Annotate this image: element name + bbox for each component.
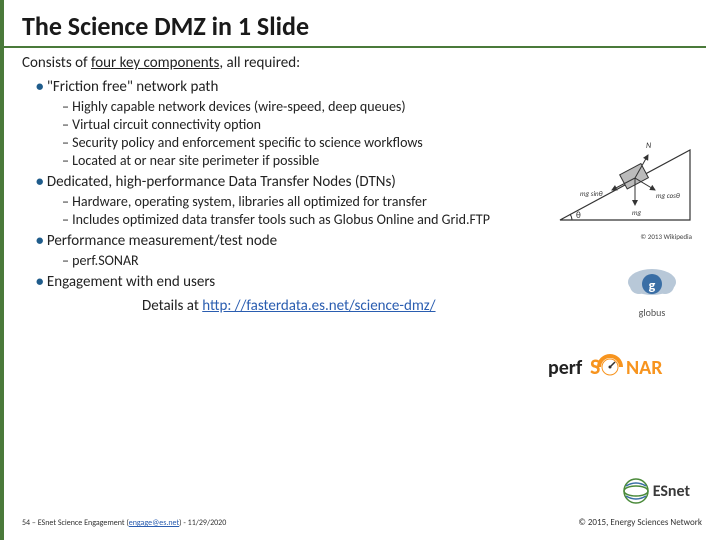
sub-bullet: Highly capable network devices (wire-spe… — [62, 98, 702, 115]
subtitle-a: Consists of — [22, 54, 91, 72]
nar-text: NAR — [626, 356, 663, 380]
subtitle-c: , all required: — [219, 54, 300, 72]
slide-title: The Science DMZ in 1 Slide — [4, 0, 706, 48]
page-number: 54 — [22, 518, 30, 528]
subtitle: Consists of four key components, all req… — [22, 54, 702, 72]
esnet-logo: ESnet — [623, 478, 690, 504]
footer-email[interactable]: engage@es.net — [129, 518, 179, 528]
subtitle-b: four key components — [91, 54, 219, 72]
svg-text:g: g — [649, 277, 656, 294]
perfsonar-logo: perf S NAR — [548, 350, 698, 384]
details-line: Details at http: //fasterdata.es.net/sci… — [142, 297, 702, 315]
details-prefix: Details at — [142, 297, 202, 315]
perf-text: perf — [548, 356, 583, 380]
footer-sep: – ESnet Science Engagement ( — [30, 518, 129, 528]
bullet-friction-free: "Friction free" network path — [36, 78, 702, 96]
footer-left: 54 – ESnet Science Engagement (engage@es… — [22, 518, 226, 528]
footer-copyright: © 2015, Energy Sciences Network — [578, 517, 702, 528]
globus-logo: g globus — [622, 264, 682, 319]
footer-date: 11/29/2020 — [188, 518, 227, 528]
diagram-credit: © 2013 Wikipedia — [640, 232, 692, 241]
bullet-perf-node: Performance measurement/test node — [36, 232, 702, 250]
inclined-plane-diagram: θ N mg mg sinθ mg cosθ — [550, 130, 700, 230]
sub-bullet: perf.SONAR — [62, 252, 702, 269]
esnet-text: ESnet — [653, 482, 690, 501]
theta-label: θ — [576, 210, 581, 221]
mgcos-label: mg cosθ — [656, 191, 680, 200]
globus-label: globus — [622, 306, 682, 319]
bullet-engagement: Engagement with end users — [36, 273, 702, 291]
mgsin-label: mg sinθ — [580, 189, 603, 198]
mg-label: mg — [632, 208, 642, 217]
n-label: N — [646, 141, 651, 151]
footer-sep2: ) - — [179, 518, 188, 528]
details-link[interactable]: http: //fasterdata.es.net/science-dmz/ — [202, 297, 435, 315]
